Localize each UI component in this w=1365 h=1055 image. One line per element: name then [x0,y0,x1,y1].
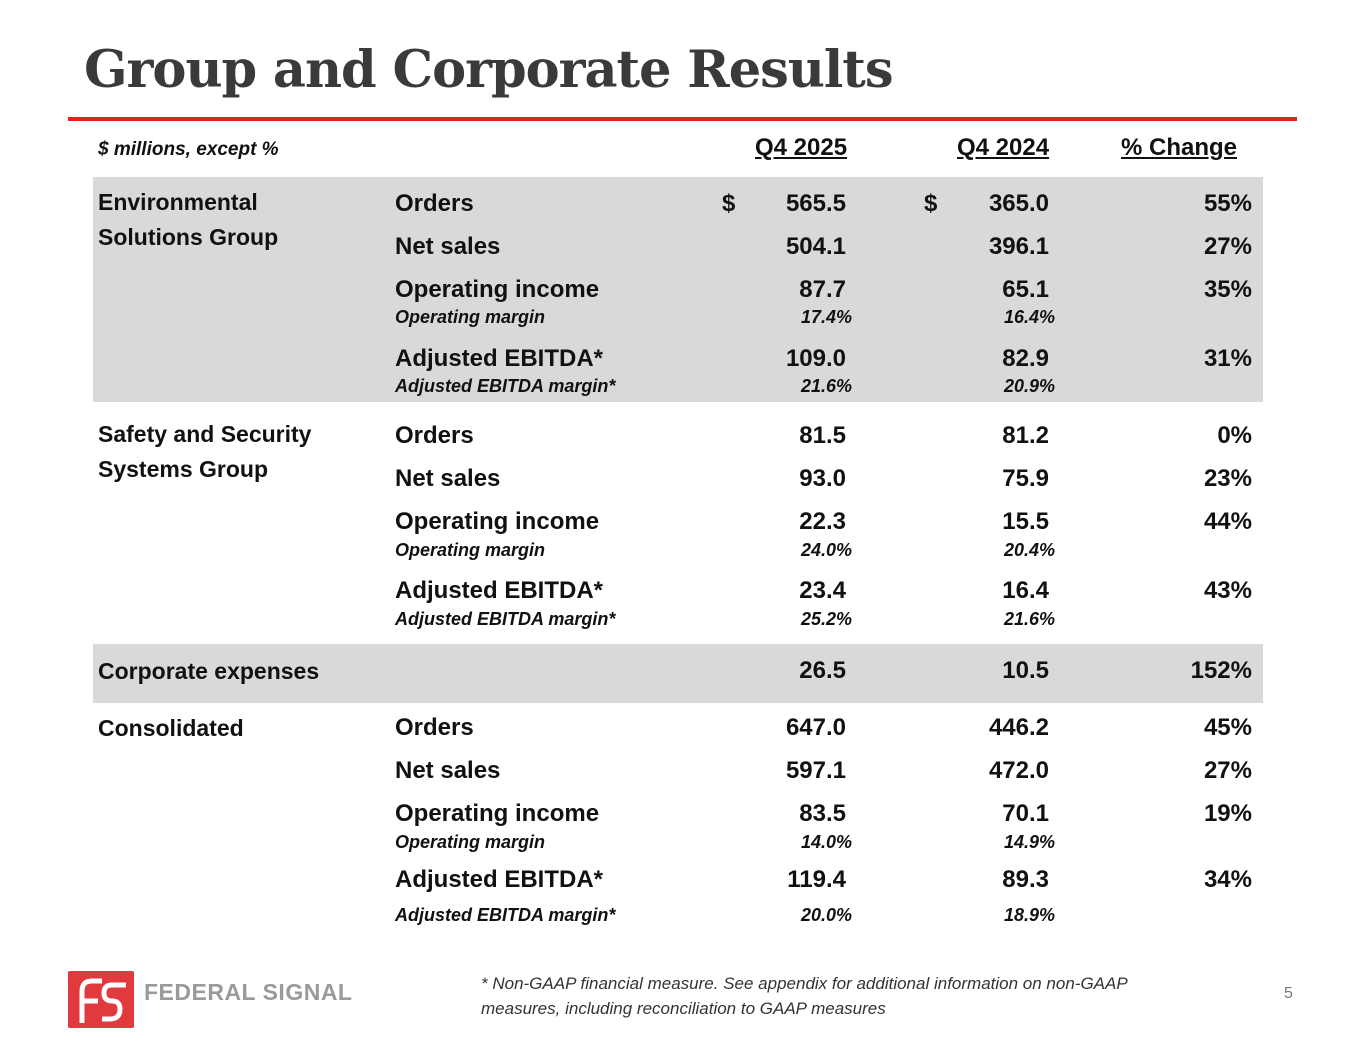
sssg-operating-margin-label: Operating margin [395,540,546,560]
corporate-expenses-change: 152% [1190,657,1252,684]
esg-adjusted-ebitda-current: 109.0 [785,345,846,372]
consolidated-ebitda-margin-label: Adjusted EBITDA margin* [395,905,616,925]
consolidated-ebitda-margin-prior: 18.9% [1003,905,1055,925]
esg-net-sales-prior: 396.1 [988,233,1049,260]
esg-operating-margin-label: Operating margin [395,307,546,327]
sssg-adjusted-ebitda-change: 43% [1203,577,1252,604]
title-divider [68,117,1297,121]
consolidated-operating-margin-label: Operating margin [395,832,546,852]
consolidated-adjusted-ebitda-current: 119.4 [787,866,846,893]
units-note: $ millions, except % [98,139,279,160]
sssg-operating-margin-current: 24.0% [800,540,852,560]
sssg-ebitda-margin-prior: 21.6% [1003,609,1055,629]
corporate-expenses-label: Corporate expenses [98,658,320,684]
consolidated-net-sales-prior: 472.0 [988,757,1049,784]
page-number: 5 [1284,985,1293,1002]
sssg-orders-label: Orders [395,422,474,449]
consolidated-orders-prior: 446.2 [988,714,1049,741]
esg-orders-label: Orders [395,190,474,217]
esg-ebitda-margin-prior: 20.9% [1003,376,1055,396]
sssg-operating-income-current: 22.3 [799,508,846,535]
sssg-ebitda-margin-current: 25.2% [800,609,852,629]
consolidated-adjusted-ebitda-prior: 89.3 [1002,866,1049,893]
esg-operating-income-current: 87.7 [799,276,846,303]
consolidated-net-sales-label: Net sales [395,757,501,784]
esg-group-name-line2: Solutions Group [98,224,279,250]
sssg-net-sales-prior: 75.9 [1002,465,1049,492]
sssg-operating-income-label: Operating income [395,508,600,535]
consolidated-net-sales-change: 27% [1203,757,1252,784]
footnote: * Non-GAAP financial measure. See append… [481,974,1128,1018]
corporate-section-band [93,644,1263,703]
consolidated-orders-change: 45% [1203,714,1252,741]
esg-operating-income-prior: 65.1 [1002,276,1049,303]
esg-ebitda-margin-current: 21.6% [800,376,852,396]
federal-signal-logo-icon [68,971,134,1028]
esg-operating-margin-prior: 16.4% [1003,307,1055,327]
page-title: Group and Corporate Results [84,40,894,100]
column-header-current: Q4 2025 [755,134,848,161]
sssg-group-name-line1: Safety and Security [98,421,312,447]
sssg-operating-margin-prior: 20.4% [1003,540,1055,560]
sssg-orders-change: 0% [1217,422,1252,449]
esg-orders-current: 565.5 [785,190,846,217]
sssg-group-name-line2: Systems Group [98,456,268,482]
sssg-orders-prior: 81.2 [1002,422,1049,449]
esg-orders-currency-prior: $ [924,190,938,217]
esg-net-sales-current: 504.1 [785,233,846,260]
consolidated-adjusted-ebitda-change: 34% [1203,866,1252,893]
consolidated-label: Consolidated [98,715,244,741]
esg-orders-change: 55% [1203,190,1252,217]
esg-section-band [93,177,1263,402]
sssg-ebitda-margin-label: Adjusted EBITDA margin* [395,609,616,629]
esg-net-sales-label: Net sales [395,233,501,260]
column-header-prior: Q4 2024 [957,134,1050,161]
consolidated-operating-income-prior: 70.1 [1002,800,1049,827]
esg-group-name-line1: Environmental [98,189,258,215]
esg-orders-currency-current: $ [722,190,736,217]
consolidated-operating-income-current: 83.5 [799,800,846,827]
consolidated-ebitda-margin-current: 20.0% [800,905,852,925]
esg-net-sales-change: 27% [1203,233,1252,260]
sssg-net-sales-label: Net sales [395,465,501,492]
column-header-change: % Change [1121,134,1238,161]
esg-operating-income-label: Operating income [395,276,600,303]
esg-adjusted-ebitda-prior: 82.9 [1002,345,1049,372]
sssg-net-sales-current: 93.0 [799,465,846,492]
consolidated-orders-label: Orders [395,714,474,741]
corporate-expenses-current: 26.5 [799,657,846,684]
consolidated-operating-margin-current: 14.0% [800,832,852,852]
esg-adjusted-ebitda-change: 31% [1203,345,1252,372]
consolidated-operating-income-change: 19% [1203,800,1252,827]
esg-adjusted-ebitda-label: Adjusted EBITDA* [395,345,604,372]
consolidated-net-sales-current: 597.1 [785,757,846,784]
sssg-operating-income-prior: 15.5 [1002,508,1049,535]
sssg-adjusted-ebitda-label: Adjusted EBITDA* [395,577,604,604]
consolidated-operating-margin-prior: 14.9% [1003,832,1055,852]
esg-ebitda-margin-label: Adjusted EBITDA margin* [395,376,616,396]
sssg-adjusted-ebitda-prior: 16.4 [1002,577,1049,604]
consolidated-adjusted-ebitda-label: Adjusted EBITDA* [395,866,604,893]
sssg-operating-income-change: 44% [1203,508,1252,535]
esg-operating-income-change: 35% [1203,276,1252,303]
consolidated-orders-current: 647.0 [785,714,846,741]
corporate-expenses-prior: 10.5 [1002,657,1049,684]
sssg-net-sales-change: 23% [1203,465,1252,492]
sssg-orders-current: 81.5 [799,422,846,449]
consolidated-operating-income-label: Operating income [395,800,600,827]
sssg-adjusted-ebitda-current: 23.4 [799,577,846,604]
esg-operating-margin-current: 17.4% [800,307,852,327]
company-logo-text: FEDERAL SIGNAL [144,979,353,1005]
esg-orders-prior: 365.0 [988,190,1049,217]
